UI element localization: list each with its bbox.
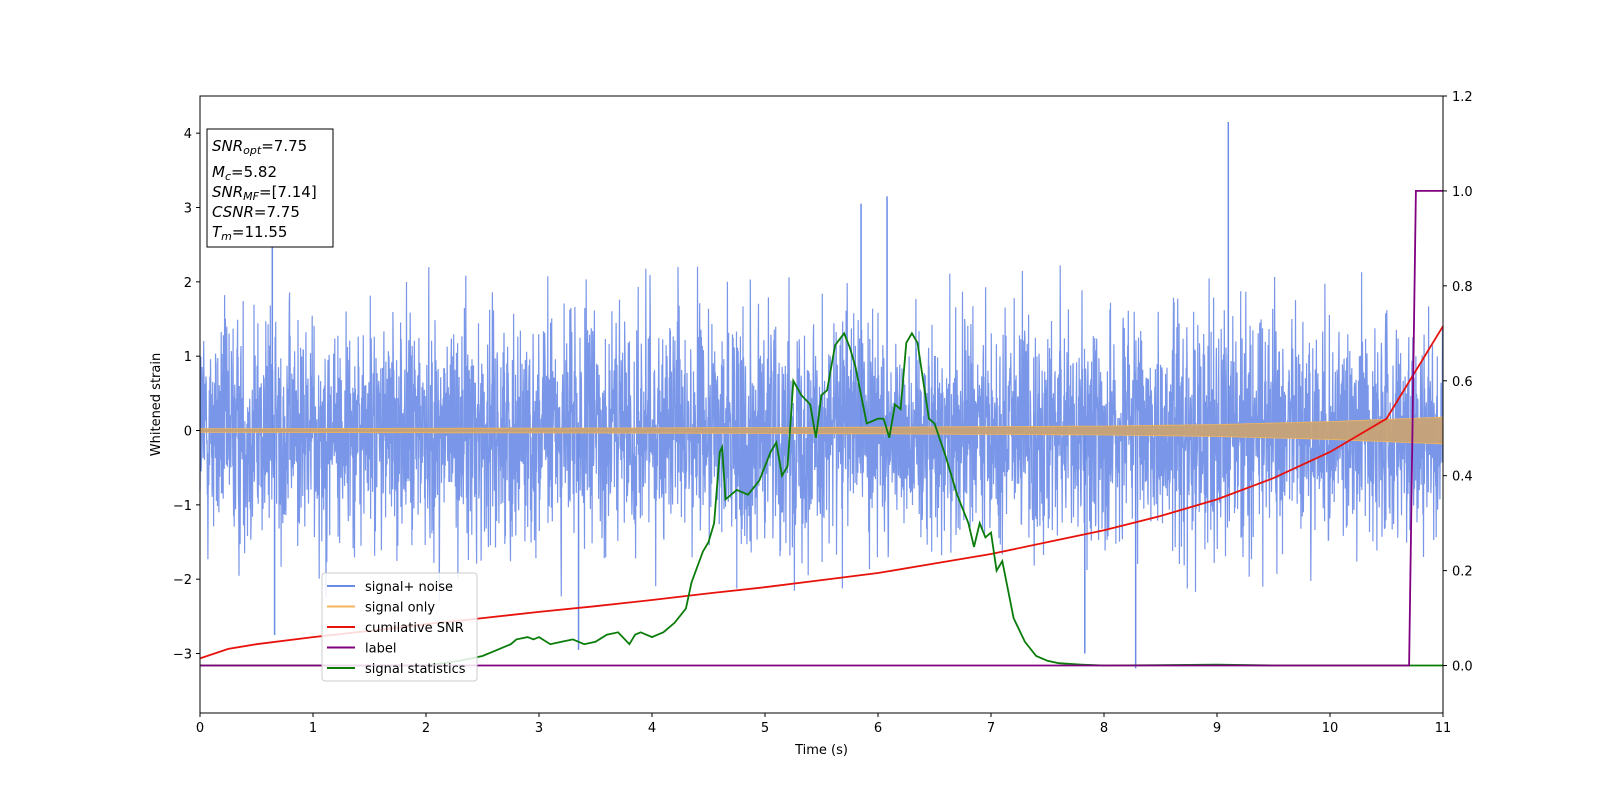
y-tick-label: 3 [184, 202, 192, 217]
y2-tick-label: 0.0 [1452, 660, 1473, 675]
y2-tick-label: 1.0 [1452, 185, 1473, 200]
annotation-frame [206, 128, 334, 248]
y2-tick-label: 0.6 [1452, 375, 1473, 390]
x-axis: 0 1 2 3 4 5 6 7 8 9 10 11 [196, 713, 1451, 736]
legend-label: signal only [365, 601, 435, 616]
legend-label: signal+ noise [365, 580, 453, 595]
x-axis-label: Time (s) [794, 743, 848, 758]
x-tick-label: 0 [196, 721, 204, 736]
legend-frame [321, 572, 478, 682]
x-tick-label: 6 [874, 721, 882, 736]
series-line [200, 190, 1443, 667]
y2-tick-label: 1.2 [1452, 90, 1473, 105]
y-tick-label: 2 [184, 276, 192, 291]
y2-tick-label: 0.8 [1452, 280, 1473, 295]
y-tick-label: −1 [173, 499, 192, 514]
x-tick-label: 5 [761, 721, 769, 736]
legend-label: signal statistics [365, 662, 466, 677]
plot-frame [199, 95, 1444, 714]
y-axis-label: Whitened strain [149, 353, 164, 456]
x-tick-label: 3 [535, 721, 543, 736]
annotation-line: SNRMF=[7.14] [212, 183, 317, 203]
legend-label: label [365, 642, 396, 657]
y2-tick-label: 0.4 [1452, 470, 1473, 485]
y2-tick-label: 0.2 [1452, 565, 1473, 580]
x-tick-label: 10 [1322, 721, 1339, 736]
y-axis-right: 0.0 0.2 0.4 0.6 0.8 1.0 1.2 [1443, 90, 1473, 675]
y-tick-label: −2 [173, 573, 192, 588]
x-tick-label: 9 [1213, 721, 1221, 736]
annotation-line: CSNR=7.75 [212, 203, 300, 221]
legend-label: cumilative SNR [365, 621, 464, 636]
x-tick-label: 1 [309, 721, 317, 736]
annotation-line: Mc=5.82 [212, 163, 277, 183]
x-tick-label: 7 [987, 721, 995, 736]
x-tick-label: 11 [1435, 721, 1452, 736]
y-tick-label: 4 [184, 127, 192, 142]
y-tick-label: 0 [184, 425, 192, 440]
y-tick-label: 1 [184, 350, 192, 365]
x-tick-label: 4 [648, 721, 656, 736]
y-axis-left: −3 −2 −1 0 1 2 3 4 [173, 127, 200, 663]
legend: signal+ noise signal only cumilative SNR la… [321, 572, 478, 682]
x-tick-label: 2 [422, 721, 430, 736]
series-line [200, 331, 1443, 667]
annotation-line: SNRopt=7.75 [212, 137, 307, 157]
legend-entries: signal+ noise signal only cumilative SNR la… [327, 580, 466, 677]
y-tick-label: −3 [173, 648, 192, 663]
annotation-line: Tm=11.55 [212, 223, 287, 243]
x-tick-label: 8 [1100, 721, 1108, 736]
